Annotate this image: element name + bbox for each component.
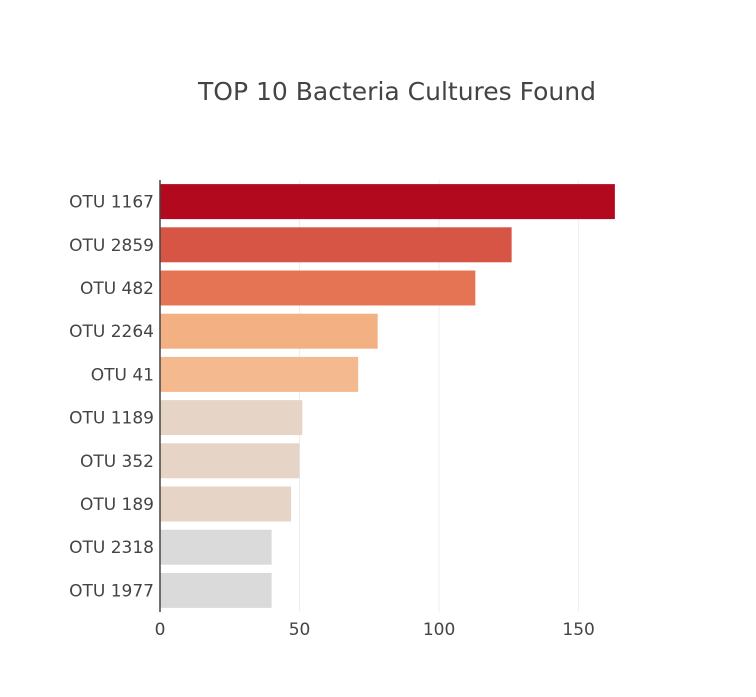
bar[interactable] <box>160 400 303 436</box>
bar[interactable] <box>160 184 615 220</box>
bars <box>160 184 615 608</box>
y-tick-label: OTU 1189 <box>69 409 154 429</box>
x-tick-label: 0 <box>155 620 166 640</box>
chart-title: TOP 10 Bacteria Cultures Found <box>197 77 596 106</box>
bar[interactable] <box>160 313 378 349</box>
x-tick-label: 150 <box>562 620 594 640</box>
y-tick-label: OTU 482 <box>80 279 154 299</box>
bar[interactable] <box>160 443 300 479</box>
y-tick-label: OTU 189 <box>80 495 154 515</box>
y-tick-label: OTU 2318 <box>69 538 154 558</box>
x-axis-labels: 0 50 100 150 <box>155 620 595 640</box>
y-tick-label: OTU 41 <box>91 365 154 385</box>
y-axis-labels: OTU 1167 OTU 2859 OTU 482 OTU 2264 OTU 41 OTU… <box>69 193 154 602</box>
y-tick-label: OTU 2859 <box>69 236 154 256</box>
y-tick-label: OTU 352 <box>80 452 154 472</box>
y-tick-label: OTU 2264 <box>69 322 154 342</box>
x-tick-label: 100 <box>423 620 455 640</box>
bar[interactable] <box>160 270 476 306</box>
y-tick-label: OTU 1167 <box>69 193 154 213</box>
bar[interactable] <box>160 486 292 522</box>
bar[interactable] <box>160 356 359 392</box>
y-tick-label: OTU 1977 <box>69 581 154 601</box>
x-tick-label: 50 <box>289 620 311 640</box>
bar[interactable] <box>160 529 272 565</box>
bar[interactable] <box>160 572 272 608</box>
bar[interactable] <box>160 227 512 263</box>
